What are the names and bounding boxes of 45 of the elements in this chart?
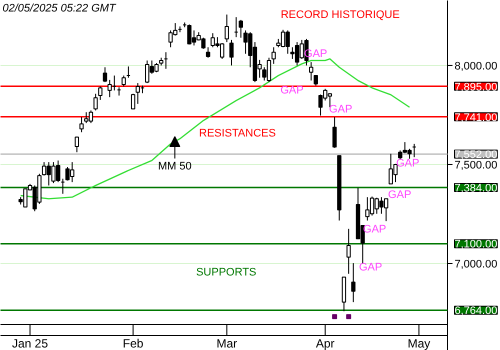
candlestick: [290, 46, 295, 60]
candlestick: [272, 46, 276, 64]
candlestick: [224, 14, 229, 43]
candlestick: [93, 93, 98, 111]
x-tick-label: May: [408, 336, 430, 350]
x-tick-label: Jan 25: [12, 336, 48, 350]
annotation: RECORD HISTORIQUE: [280, 9, 400, 22]
candlestick: [102, 66, 108, 83]
candlestick: [108, 79, 112, 98]
annotation: GAP: [359, 261, 382, 274]
annotation: RESISTANCES: [199, 127, 276, 140]
annotation: GAP: [329, 103, 352, 116]
x-tick-label: Apr: [316, 336, 335, 350]
annotation: GAP: [280, 84, 304, 97]
candlestick: [309, 62, 314, 82]
chart-title: 02/05/2025 05:22 GMT: [2, 2, 117, 14]
annotation: MM 50: [158, 160, 192, 173]
x-tick-label: Feb: [122, 336, 144, 350]
ref-line-label: 7,100.00: [454, 238, 498, 251]
candlestick: [136, 82, 140, 104]
candlestick: [238, 19, 244, 38]
y-tick-label: 7,000.00: [454, 258, 498, 270]
y-tick-label: 7,500.00: [454, 159, 498, 172]
candlestick: [365, 196, 370, 222]
candlestick: [122, 75, 126, 87]
candlestick: [74, 136, 80, 153]
ref-line-label: 7,384.00: [454, 182, 498, 194]
annotation: GAP: [396, 157, 420, 170]
candlestick: [98, 86, 102, 100]
candlestick: [130, 93, 136, 110]
candlestick: [79, 116, 84, 133]
candlestick: [346, 228, 351, 274]
candlestick: [332, 116, 337, 148]
candlestick: [384, 198, 388, 222]
candlestick: [351, 262, 356, 303]
candlestick: [314, 75, 318, 86]
candlestick: [56, 160, 60, 183]
x-tick-label: Mar: [216, 336, 238, 350]
candlestick: [206, 46, 210, 58]
annotation: GAP: [388, 188, 412, 201]
ref-line-label: 6,764.00: [454, 305, 498, 318]
annotation: SUPPORTS: [196, 266, 256, 279]
y-tick-label: 8,000.00: [454, 60, 498, 72]
candlestick: [220, 42, 224, 60]
candlestick: [229, 39, 234, 66]
